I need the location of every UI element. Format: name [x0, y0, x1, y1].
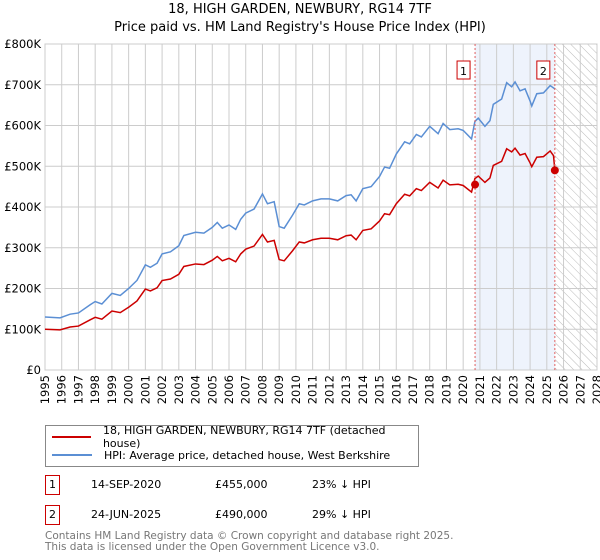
legend-swatch-property — [52, 436, 91, 438]
y-tick-label: £700K — [4, 78, 41, 92]
x-tick-label: 2015 — [373, 375, 387, 404]
x-tick-label: 2028 — [590, 375, 600, 404]
price-chart: 1995 1996 1997 1998 1999 2000 2001 2002 2003 2004… — [4, 37, 600, 404]
sale-delta: 29% ↓ HPI — [312, 508, 371, 521]
title-line-1: 18, HIGH GARDEN, NEWBURY, RG14 7TF — [168, 2, 432, 17]
sale-label-box — [536, 60, 551, 80]
x-tick-label: 2023 — [506, 375, 520, 404]
x-tick-label: 2007 — [239, 375, 253, 404]
sale-price: £455,000 — [215, 478, 268, 491]
sale-point — [550, 166, 559, 175]
y-tick-label: £0 — [26, 363, 41, 377]
sale-point — [471, 180, 480, 189]
x-tick-label: 2016 — [389, 375, 403, 404]
y-tick-label: £200K — [4, 282, 41, 296]
legend-label-property: 18, HIGH GARDEN, NEWBURY, RG14 7TF (deta… — [102, 424, 386, 450]
plot-border — [44, 43, 598, 371]
y-tick-label: £600K — [4, 119, 41, 133]
y-tick-label: £400K — [4, 200, 41, 214]
legend: 18, HIGH GARDEN, NEWBURY, RG14 7TF (deta… — [45, 424, 419, 467]
legend-label-hpi: HPI: Average price, detached house, West… — [104, 448, 391, 462]
x-tick-label: 1995 — [38, 375, 52, 404]
sale-label: 1 — [460, 65, 467, 78]
x-tick-label: 2012 — [322, 375, 336, 404]
x-tick-label: 2001 — [138, 375, 152, 404]
x-tick-label: 2019 — [439, 375, 453, 404]
x-tick-label: 2005 — [205, 375, 219, 404]
x-tick-label: 1996 — [55, 375, 69, 404]
x-tick-label: 1998 — [88, 375, 102, 404]
x-tick-label: 2018 — [423, 375, 437, 404]
sale-date: 24-JUN-2025 — [91, 508, 162, 521]
x-tick-label: 2002 — [155, 375, 169, 404]
x-tick-label: 2021 — [473, 375, 487, 404]
y-tick-label: £800K — [4, 37, 41, 51]
footer: Contains HM Land Registry data © Crown c… — [45, 531, 453, 553]
x-tick-label: 2022 — [490, 375, 504, 404]
x-tick-label: 2004 — [189, 375, 203, 404]
legend-item-hpi: HPI: Average price, detached house, West… — [52, 447, 390, 463]
x-tick-label: 1997 — [71, 375, 85, 404]
title-line-2: Price paid vs. HM Land Registry's House … — [114, 20, 486, 35]
x-tick-label: 2025 — [540, 375, 554, 404]
x-tick-label: 2027 — [573, 375, 587, 404]
x-tick-label: 2024 — [523, 375, 537, 404]
legend-swatch-hpi — [52, 454, 92, 456]
legend-item-property: 18, HIGH GARDEN, NEWBURY, RG14 7TF (deta… — [52, 424, 418, 450]
sale-number: 1 — [45, 475, 60, 495]
hpi-line — [44, 80, 556, 319]
x-tick-label: 2009 — [272, 375, 286, 404]
x-tick-label: 2017 — [406, 375, 420, 404]
y-tick-label: £500K — [4, 159, 41, 173]
x-tick-label: 2003 — [172, 375, 186, 404]
x-tick-label: 2026 — [557, 375, 571, 404]
x-tick-label: 2013 — [339, 375, 353, 404]
sale-price: £490,000 — [215, 508, 268, 521]
x-tick-label: 2008 — [255, 375, 269, 404]
x-tick-label: 2020 — [456, 375, 470, 404]
x-tick-label: 1999 — [105, 375, 119, 404]
footer-line-2: This data is licensed under the Open Gov… — [45, 541, 380, 553]
sale-date: 14-SEP-2020 — [91, 478, 162, 491]
property-line — [44, 146, 556, 331]
x-tick-label: 2010 — [289, 375, 303, 404]
x-tick-label: 2006 — [222, 375, 236, 404]
x-tick-label: 2011 — [306, 375, 320, 404]
sale-delta: 23% ↓ HPI — [312, 478, 371, 491]
y-tick-label: £100K — [4, 322, 41, 336]
footer-line-1: Contains HM Land Registry data © Crown c… — [45, 530, 454, 542]
chart-title: 18, HIGH GARDEN, NEWBURY, RG14 7TF Price… — [0, 1, 600, 37]
x-tick-label: 2000 — [122, 375, 136, 404]
sale-label-box — [456, 60, 471, 80]
y-tick-label: £300K — [4, 241, 41, 255]
sale-number: 2 — [45, 505, 60, 525]
sale-label: 2 — [540, 65, 547, 78]
x-tick-label: 2014 — [356, 375, 370, 404]
